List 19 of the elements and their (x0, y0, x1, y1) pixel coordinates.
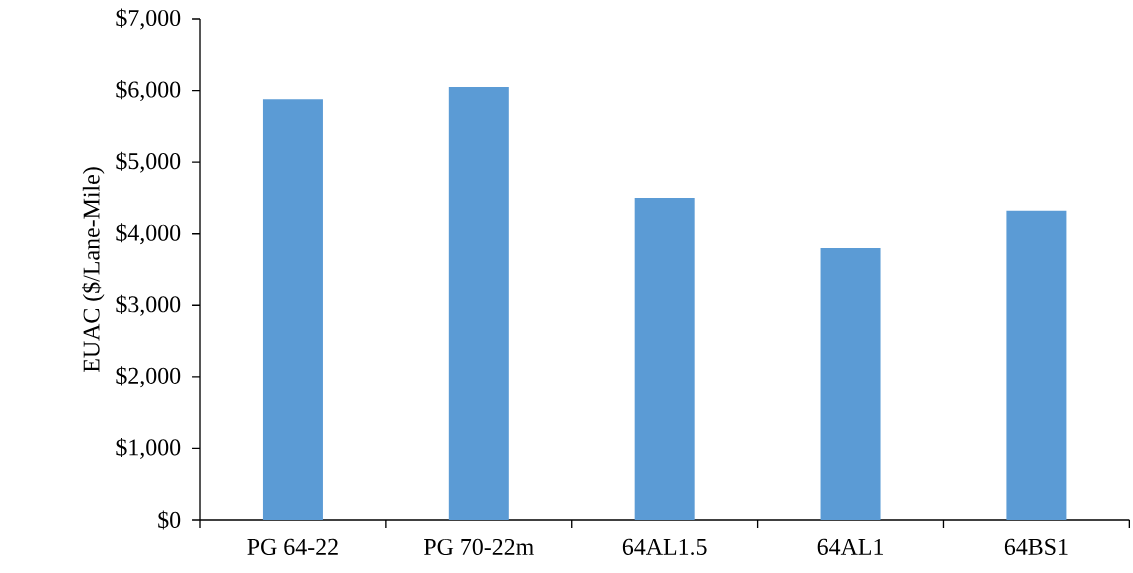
x-tick-label: PG 70-22m (424, 538, 534, 555)
y-axis-title: EUAC ($/Lane-Mile) (82, 167, 105, 373)
bar (1006, 210, 1067, 520)
y-tick-label: $0 (158, 510, 181, 530)
x-tick-label: 64AL1.5 (622, 538, 707, 556)
bar (448, 86, 509, 520)
y-tick-label: $5,000 (116, 151, 181, 173)
x-tick-label: 64AL1 (817, 538, 883, 555)
y-tick-label: $1,000 (116, 437, 181, 459)
x-tick-label: PG 64-22 (247, 538, 338, 555)
x-tick-label: 64BS1 (1004, 538, 1068, 555)
y-tick-label: $4,000 (116, 223, 181, 245)
y-tick-label: $7,000 (116, 8, 181, 30)
bar (262, 99, 323, 520)
y-tick-label: $6,000 (116, 80, 181, 102)
bar (820, 248, 881, 520)
y-tick-label: $3,000 (116, 294, 181, 316)
y-tick-label: $2,000 (116, 366, 181, 388)
bar (634, 197, 695, 520)
